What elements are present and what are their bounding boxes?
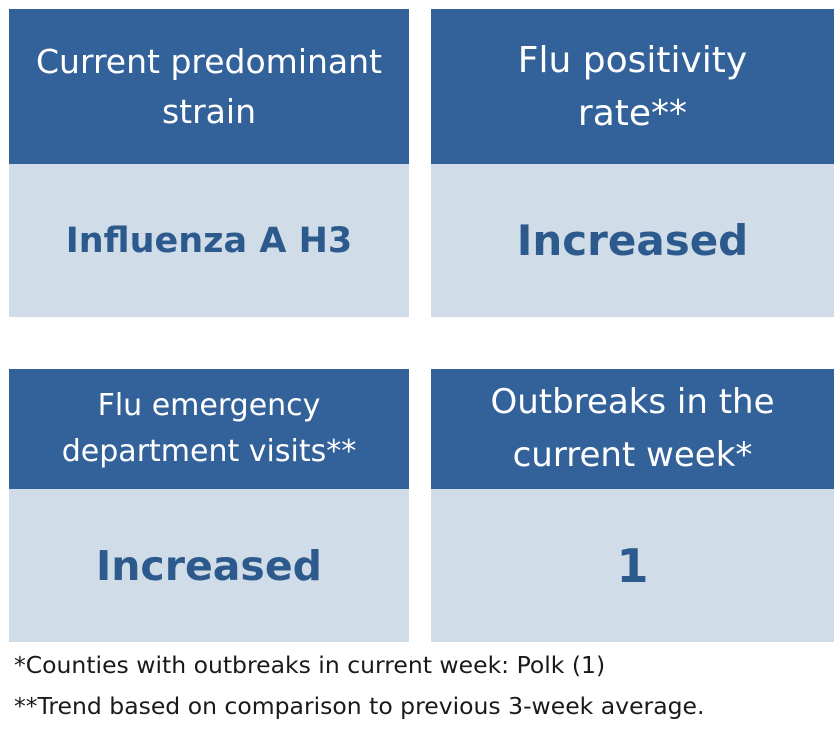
predominant-strain-card: Current predominant strain Influenza A H… [9,9,409,317]
footnote-trend-basis: **Trend based on comparison to previous … [14,692,705,720]
ed-visits-header: Flu emergency department visits** [9,369,409,489]
positivity-rate-header: Flu positivity rate** [431,9,834,164]
ed-visits-card: Flu emergency department visits** Increa… [9,369,409,642]
outbreaks-header: Outbreaks in the current week* [431,369,834,489]
predominant-strain-value: Influenza A H3 [9,164,409,317]
footnote-outbreak-counties: *Counties with outbreaks in current week… [14,651,606,679]
outbreaks-card: Outbreaks in the current week* 1 [431,369,834,642]
footnotes: *Counties with outbreaks in current week… [14,645,834,727]
outbreaks-value: 1 [431,489,834,642]
ed-visits-value: Increased [9,489,409,642]
positivity-rate-card: Flu positivity rate** Increased [431,9,834,317]
predominant-strain-header: Current predominant strain [9,9,409,164]
positivity-rate-value: Increased [431,164,834,317]
